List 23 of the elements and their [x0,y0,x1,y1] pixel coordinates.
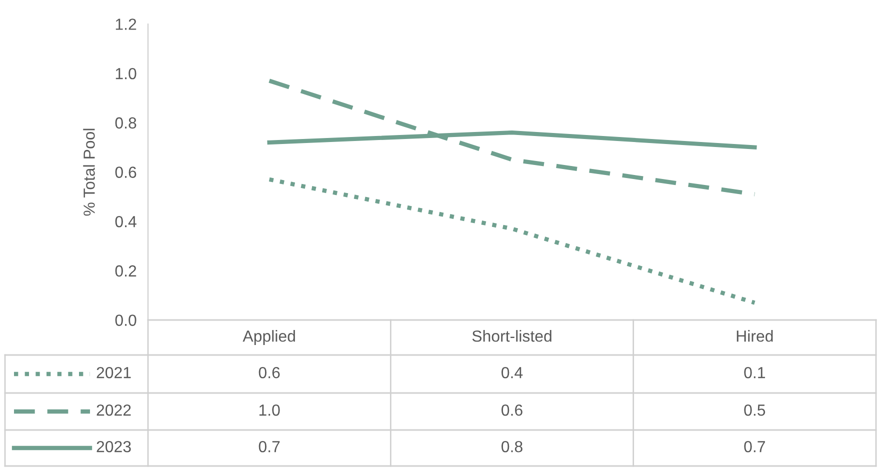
y-axis-title: % Total Pool [83,128,95,216]
data-label: 0.6 [258,366,280,378]
data-label: 0.8 [502,440,522,452]
data-label: 0.7 [744,440,765,452]
data-label: 0.5 [744,404,766,416]
data-label: 0.4 [502,366,523,378]
legend-label: 2021 [96,366,131,378]
y-tick-label: 0.8 [115,117,136,129]
data-label: 0.1 [744,366,765,378]
y-tick-label: 0.6 [115,166,136,178]
y-tick-label: 1.0 [116,68,136,80]
y-tick-label: 0.4 [115,216,136,228]
y-tick-label: 0.2 [115,265,136,277]
x-tick-label: Hired [736,330,773,342]
data-label: 0.6 [502,404,522,416]
x-tick-label: Applied [242,330,295,345]
legend-label: 2023 [96,440,131,452]
data-label: 0.7 [258,440,280,452]
legend-label: 2022 [96,404,131,416]
y-tick-label: 1.2 [116,18,136,30]
y-tick-label: 0.0 [115,314,136,326]
x-tick-label: Short-listed [472,330,552,342]
data-label: 1.0 [259,404,280,416]
